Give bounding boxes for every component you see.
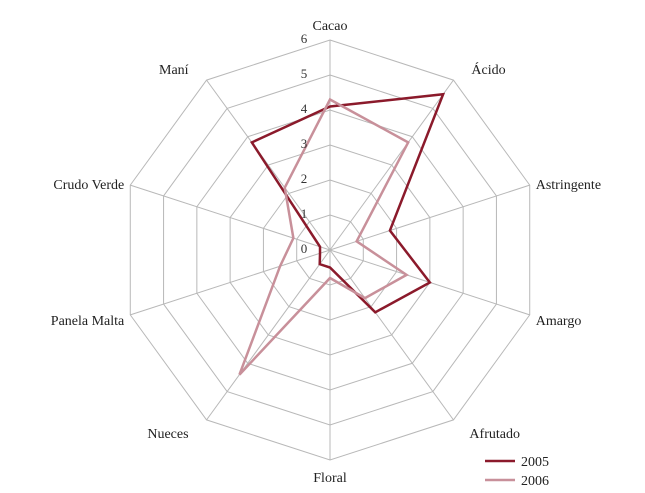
category-label-1: Ácido: [471, 61, 505, 78]
spoke-1: [329, 79, 454, 251]
tick-label-0: 0: [301, 241, 308, 256]
spoke-2: [329, 184, 530, 251]
spoke-9: [206, 79, 331, 251]
spoke-7: [130, 249, 331, 316]
tick-label-2: 2: [301, 171, 308, 186]
category-label-8: Crudo Verde: [53, 178, 124, 193]
category-label-9: Maní: [159, 63, 189, 78]
tick-label-5: 5: [301, 66, 308, 81]
radar-spokes: [130, 40, 530, 460]
category-label-4: Afrutado: [469, 427, 520, 442]
radial-tick-labels: 0 1 2 3 4 5 6: [301, 31, 308, 256]
category-label-7: Panela Malta: [51, 314, 125, 329]
spoke-8: [130, 184, 331, 251]
radar-series: [238, 92, 446, 376]
tick-label-1: 1: [301, 206, 308, 221]
series-line-2005: [249, 92, 446, 314]
tick-label-6: 6: [301, 31, 308, 46]
legend-label-2005: 2005: [521, 455, 549, 470]
tick-label-4: 4: [301, 101, 308, 116]
spoke-4: [329, 249, 454, 421]
legend-label-2006: 2006: [521, 474, 549, 489]
category-label-2: Astringente: [536, 178, 601, 193]
category-labels: Cacao Ácido Astringente Amargo Afrutado Flora…: [51, 19, 601, 486]
series-line-2006: [238, 97, 410, 376]
category-label-6: Nueces: [147, 427, 188, 442]
legend: 2005 2006: [485, 455, 549, 489]
category-label-5: Floral: [313, 471, 347, 486]
category-label-0: Cacao: [313, 19, 348, 34]
tick-label-3: 3: [301, 136, 308, 151]
spoke-6: [206, 249, 331, 421]
category-label-3: Amargo: [536, 314, 582, 329]
